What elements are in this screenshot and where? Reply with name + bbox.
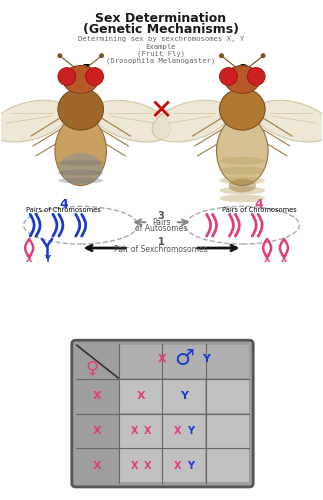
Text: X: X — [143, 460, 151, 470]
Bar — [206, 449, 249, 482]
Bar — [120, 344, 249, 378]
Bar — [120, 380, 162, 413]
Ellipse shape — [58, 178, 103, 184]
Text: ♀: ♀ — [234, 64, 250, 84]
Bar — [163, 449, 205, 482]
Circle shape — [57, 53, 62, 58]
Ellipse shape — [220, 88, 265, 130]
Ellipse shape — [63, 66, 99, 94]
Text: X: X — [26, 256, 32, 264]
Ellipse shape — [220, 186, 265, 194]
Text: ✕: ✕ — [149, 97, 172, 125]
Ellipse shape — [220, 194, 265, 202]
Ellipse shape — [58, 88, 103, 130]
Text: X: X — [143, 426, 151, 436]
Text: ♂: ♂ — [174, 349, 194, 369]
Ellipse shape — [220, 166, 265, 174]
Text: ♀: ♀ — [86, 360, 99, 378]
Circle shape — [220, 68, 237, 86]
FancyBboxPatch shape — [72, 340, 253, 487]
Text: X: X — [158, 354, 167, 364]
Text: Y: Y — [202, 354, 210, 364]
Text: Y: Y — [187, 460, 194, 470]
Circle shape — [247, 68, 265, 86]
Text: Pairs of Chromosomes: Pairs of Chromosomes — [222, 208, 297, 214]
Ellipse shape — [59, 153, 102, 184]
Text: X: X — [130, 460, 138, 470]
Circle shape — [261, 53, 266, 58]
Ellipse shape — [94, 100, 171, 142]
Ellipse shape — [255, 100, 323, 142]
Text: Pairs: Pairs — [152, 218, 170, 226]
Text: Example: Example — [146, 44, 176, 50]
Text: Y: Y — [187, 426, 194, 436]
Text: X: X — [93, 391, 102, 401]
Bar — [163, 380, 205, 413]
Text: X: X — [93, 460, 102, 470]
Ellipse shape — [224, 66, 260, 94]
Ellipse shape — [152, 100, 229, 142]
Text: X: X — [264, 256, 270, 264]
Circle shape — [219, 53, 224, 58]
Text: X: X — [174, 460, 182, 470]
Circle shape — [99, 53, 104, 58]
Bar — [206, 414, 249, 448]
Text: X: X — [281, 256, 287, 264]
Bar — [163, 414, 205, 448]
Text: (Genetic Mechanisms): (Genetic Mechanisms) — [83, 23, 239, 36]
Bar — [120, 414, 162, 448]
Text: (Drosophila Melanogaster): (Drosophila Melanogaster) — [106, 58, 216, 64]
Ellipse shape — [58, 170, 103, 175]
Text: X: X — [93, 426, 102, 436]
Ellipse shape — [220, 157, 265, 164]
Ellipse shape — [220, 176, 265, 184]
Text: 3: 3 — [158, 212, 164, 222]
Text: Sex Determination: Sex Determination — [95, 12, 226, 25]
Ellipse shape — [0, 100, 68, 142]
Text: Pair of Sexchromosomes: Pair of Sexchromosomes — [114, 244, 208, 254]
Bar — [206, 380, 249, 413]
Text: X: X — [137, 391, 145, 401]
Ellipse shape — [216, 116, 268, 186]
Text: Determining sex by sexchromosomes X, Y: Determining sex by sexchromosomes X, Y — [78, 36, 244, 42]
Text: Y: Y — [44, 256, 50, 264]
Circle shape — [86, 68, 103, 86]
Ellipse shape — [58, 160, 103, 166]
Ellipse shape — [228, 178, 256, 192]
Bar — [120, 449, 162, 482]
Text: X: X — [130, 426, 138, 436]
Text: 1: 1 — [158, 237, 164, 247]
Text: (Fruit Fly): (Fruit Fly) — [137, 50, 185, 57]
Text: of Autosomes: of Autosomes — [135, 224, 187, 232]
Ellipse shape — [55, 116, 107, 186]
Text: X: X — [174, 426, 182, 436]
Text: Pairs of Chromosomes: Pairs of Chromosomes — [26, 208, 101, 214]
Text: ♂: ♂ — [71, 64, 91, 84]
Circle shape — [58, 68, 76, 86]
Text: 4: 4 — [255, 198, 264, 211]
Text: Y: Y — [180, 391, 188, 401]
Text: 4: 4 — [59, 198, 68, 211]
